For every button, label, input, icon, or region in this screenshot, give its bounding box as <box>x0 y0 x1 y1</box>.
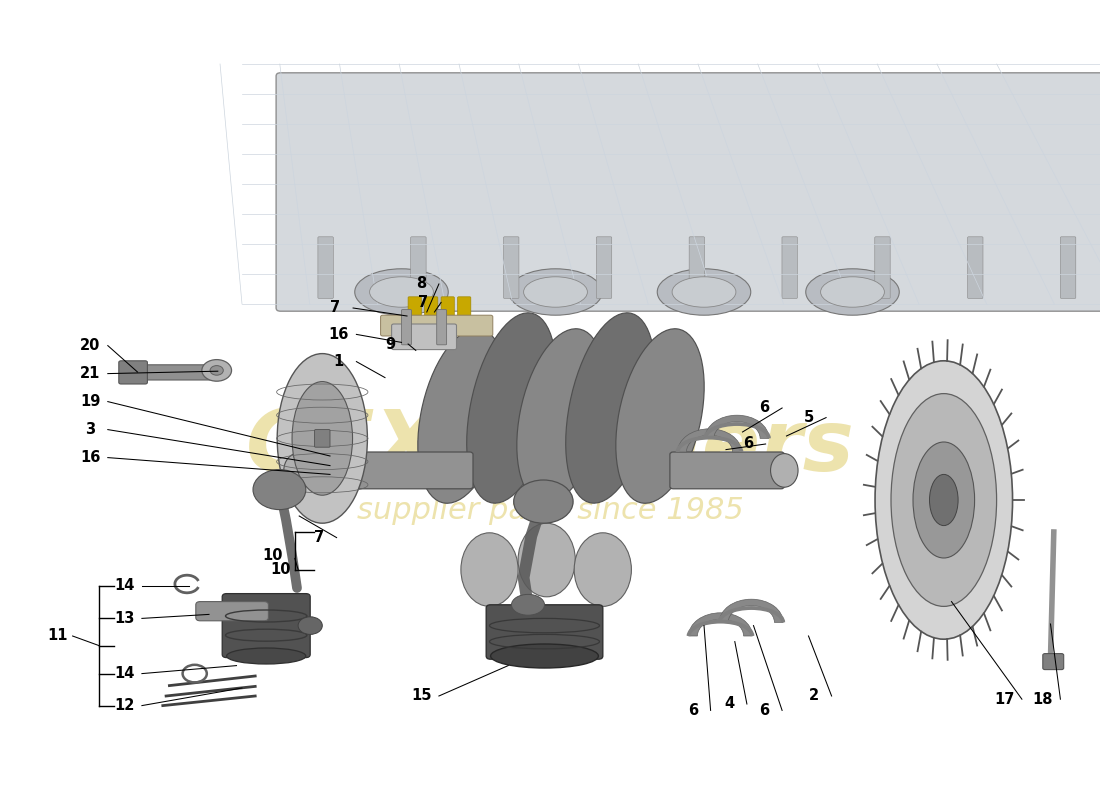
Text: 17: 17 <box>994 692 1014 706</box>
Ellipse shape <box>227 648 306 664</box>
FancyBboxPatch shape <box>402 310 411 345</box>
Wedge shape <box>689 613 752 636</box>
FancyBboxPatch shape <box>222 594 310 658</box>
Ellipse shape <box>658 269 750 315</box>
Wedge shape <box>678 429 741 452</box>
FancyBboxPatch shape <box>1060 237 1076 298</box>
Ellipse shape <box>876 361 1013 639</box>
Text: 6: 6 <box>688 703 698 718</box>
FancyBboxPatch shape <box>670 452 784 489</box>
Text: 6: 6 <box>742 437 754 451</box>
Ellipse shape <box>770 454 798 487</box>
Text: 7: 7 <box>418 295 429 310</box>
FancyBboxPatch shape <box>437 310 447 345</box>
Ellipse shape <box>930 474 958 526</box>
Ellipse shape <box>524 277 587 307</box>
Text: GFXPartners: GFXPartners <box>245 406 855 490</box>
Text: 18: 18 <box>1033 692 1053 706</box>
Ellipse shape <box>672 277 736 307</box>
Text: 8: 8 <box>416 277 427 291</box>
FancyBboxPatch shape <box>392 324 456 350</box>
Ellipse shape <box>514 480 573 523</box>
Ellipse shape <box>821 277 884 307</box>
FancyBboxPatch shape <box>196 602 268 621</box>
FancyBboxPatch shape <box>968 237 983 298</box>
FancyBboxPatch shape <box>140 365 212 380</box>
Text: 10: 10 <box>263 548 283 563</box>
Ellipse shape <box>517 329 605 503</box>
FancyBboxPatch shape <box>874 237 890 298</box>
FancyBboxPatch shape <box>276 73 1100 311</box>
FancyBboxPatch shape <box>315 430 330 447</box>
Ellipse shape <box>202 359 232 381</box>
Text: 16: 16 <box>80 450 100 465</box>
Text: 16: 16 <box>329 327 349 342</box>
Circle shape <box>298 617 322 634</box>
Text: 11: 11 <box>47 629 67 643</box>
Text: 10: 10 <box>271 562 290 577</box>
FancyBboxPatch shape <box>408 297 421 327</box>
Ellipse shape <box>284 453 315 488</box>
Text: 7: 7 <box>314 530 324 545</box>
Text: 20: 20 <box>80 338 100 353</box>
Text: 1: 1 <box>333 354 344 369</box>
FancyBboxPatch shape <box>410 237 426 298</box>
Ellipse shape <box>277 354 367 523</box>
Ellipse shape <box>292 382 352 495</box>
Ellipse shape <box>518 523 575 597</box>
Text: 5: 5 <box>803 410 814 425</box>
FancyBboxPatch shape <box>1043 654 1064 670</box>
FancyBboxPatch shape <box>425 297 438 327</box>
Ellipse shape <box>418 329 506 503</box>
Text: 9: 9 <box>385 337 396 351</box>
Ellipse shape <box>891 394 997 606</box>
Ellipse shape <box>491 644 598 668</box>
Text: 15: 15 <box>411 689 431 703</box>
Ellipse shape <box>805 269 900 315</box>
Text: 19: 19 <box>80 394 100 409</box>
Ellipse shape <box>512 594 544 615</box>
Ellipse shape <box>253 470 306 510</box>
Text: 14: 14 <box>114 666 134 681</box>
Ellipse shape <box>354 269 449 315</box>
Text: 14: 14 <box>114 578 134 593</box>
Text: 3: 3 <box>85 422 96 437</box>
Ellipse shape <box>913 442 975 558</box>
FancyBboxPatch shape <box>486 605 603 659</box>
Ellipse shape <box>574 533 631 606</box>
Ellipse shape <box>370 277 433 307</box>
Wedge shape <box>705 415 769 438</box>
Ellipse shape <box>565 313 656 503</box>
FancyBboxPatch shape <box>381 315 493 336</box>
Ellipse shape <box>616 329 704 503</box>
Ellipse shape <box>461 533 518 606</box>
Ellipse shape <box>210 366 223 375</box>
Text: 6: 6 <box>759 401 770 415</box>
Text: 4: 4 <box>724 697 735 711</box>
Text: 6: 6 <box>759 703 770 718</box>
FancyBboxPatch shape <box>318 237 333 298</box>
Text: 2: 2 <box>808 689 820 703</box>
FancyBboxPatch shape <box>689 237 704 298</box>
FancyBboxPatch shape <box>441 297 454 327</box>
FancyBboxPatch shape <box>782 237 797 298</box>
FancyBboxPatch shape <box>458 297 471 327</box>
Text: 12: 12 <box>114 698 134 713</box>
FancyBboxPatch shape <box>504 237 519 298</box>
Text: 13: 13 <box>114 611 134 626</box>
Text: supplier parts since 1985: supplier parts since 1985 <box>356 496 744 525</box>
Text: 7: 7 <box>330 301 341 315</box>
Ellipse shape <box>466 313 557 503</box>
Text: 21: 21 <box>80 366 100 381</box>
Ellipse shape <box>508 269 603 315</box>
FancyBboxPatch shape <box>296 452 473 489</box>
FancyBboxPatch shape <box>119 361 147 384</box>
Wedge shape <box>719 599 783 622</box>
FancyBboxPatch shape <box>596 237 612 298</box>
